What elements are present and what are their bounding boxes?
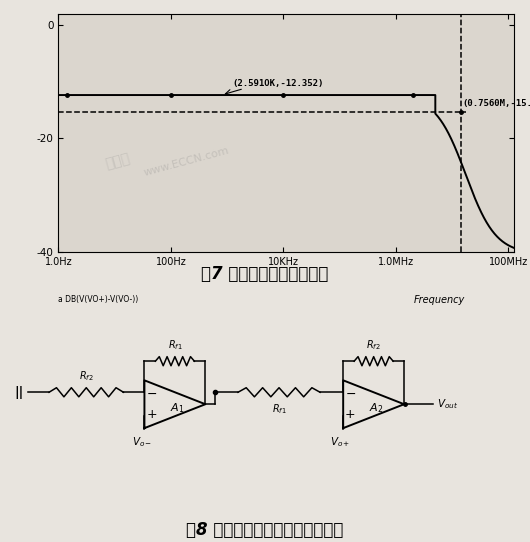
Text: $R_{f1}$: $R_{f1}$ xyxy=(167,338,182,352)
Text: www.ECCN.com: www.ECCN.com xyxy=(142,145,230,178)
Text: $+$: $+$ xyxy=(146,409,157,422)
Text: Frequency: Frequency xyxy=(414,295,465,305)
Text: $R_{f2}$: $R_{f2}$ xyxy=(366,338,381,352)
Text: 图8 高输入阻抗差分比倒运算电路: 图8 高输入阻抗差分比倒运算电路 xyxy=(187,521,343,539)
Text: $A_1$: $A_1$ xyxy=(170,401,185,415)
Text: $-$: $-$ xyxy=(146,387,157,400)
Text: 中电网: 中电网 xyxy=(103,151,131,171)
Text: $V_{out}$: $V_{out}$ xyxy=(437,397,458,411)
Text: (2.591OK,-12.352): (2.591OK,-12.352) xyxy=(233,79,324,88)
Text: a DB(V(VO+)-V(VO-)): a DB(V(VO+)-V(VO-)) xyxy=(58,295,138,304)
Text: $R_{f1}$: $R_{f1}$ xyxy=(272,402,286,416)
Text: $V_{o-}$: $V_{o-}$ xyxy=(131,435,152,449)
Text: $R_{f2}$: $R_{f2}$ xyxy=(79,369,94,383)
Text: $-$: $-$ xyxy=(344,387,356,400)
Text: $V_{o+}$: $V_{o+}$ xyxy=(330,435,351,449)
Text: (0.7560M,-15.348): (0.7560M,-15.348) xyxy=(462,99,530,107)
Text: 图7 乘法器的频率特性曲线: 图7 乘法器的频率特性曲线 xyxy=(201,264,329,283)
Text: $+$: $+$ xyxy=(344,409,356,422)
Text: $A_2$: $A_2$ xyxy=(369,401,384,415)
Text: ||: || xyxy=(14,386,23,399)
